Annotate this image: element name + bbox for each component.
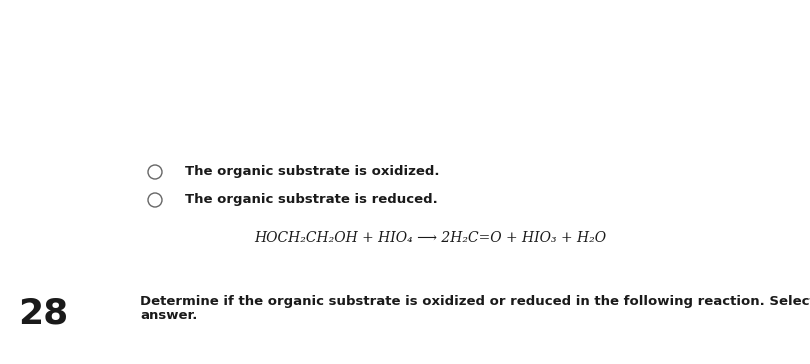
Text: The organic substrate is reduced.: The organic substrate is reduced. bbox=[185, 194, 437, 206]
Text: HOCH₂CH₂OH + HIO₄ ⟶ 2H₂C=O + HIO₃ + H₂O: HOCH₂CH₂OH + HIO₄ ⟶ 2H₂C=O + HIO₃ + H₂O bbox=[254, 231, 606, 245]
Text: answer.: answer. bbox=[140, 309, 198, 322]
Text: The organic substrate is oxidized.: The organic substrate is oxidized. bbox=[185, 166, 440, 178]
Text: Determine if the organic substrate is oxidized or reduced in the following react: Determine if the organic substrate is ox… bbox=[140, 295, 810, 308]
Text: 28: 28 bbox=[18, 296, 68, 330]
